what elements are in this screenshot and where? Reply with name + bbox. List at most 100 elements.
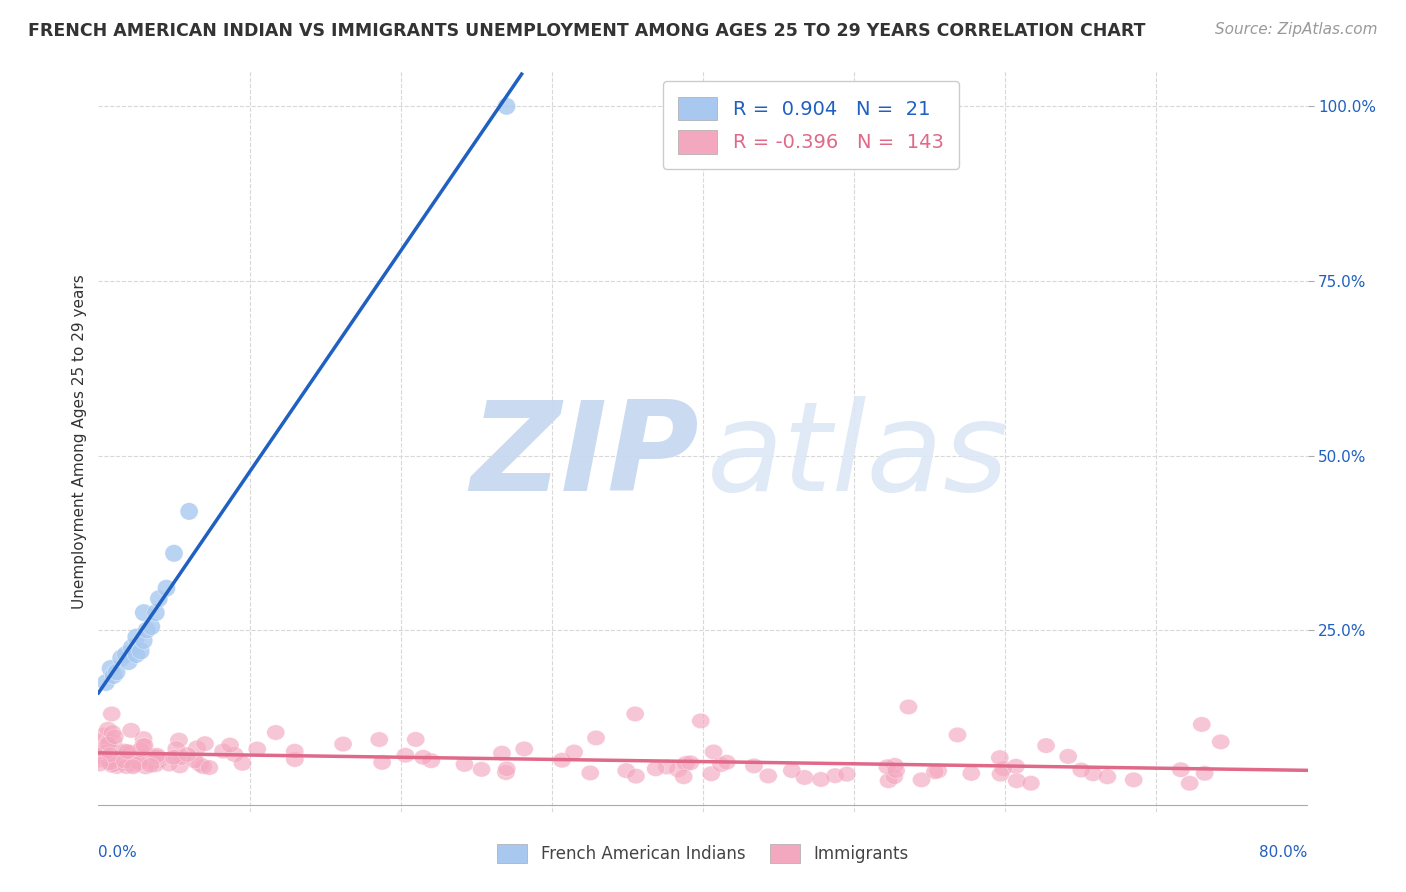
Ellipse shape (880, 773, 897, 789)
Ellipse shape (165, 749, 183, 765)
Ellipse shape (1171, 762, 1189, 778)
Ellipse shape (900, 699, 918, 714)
Ellipse shape (103, 706, 121, 722)
Ellipse shape (97, 673, 115, 691)
Ellipse shape (94, 727, 112, 742)
Ellipse shape (887, 763, 905, 779)
Ellipse shape (127, 757, 143, 772)
Ellipse shape (100, 737, 118, 752)
Ellipse shape (167, 749, 186, 765)
Ellipse shape (796, 770, 814, 785)
Ellipse shape (702, 766, 720, 781)
Ellipse shape (108, 759, 127, 774)
Ellipse shape (112, 748, 131, 764)
Ellipse shape (101, 742, 120, 757)
Ellipse shape (214, 743, 232, 759)
Ellipse shape (191, 756, 209, 772)
Ellipse shape (1007, 758, 1025, 774)
Ellipse shape (138, 622, 156, 639)
Ellipse shape (912, 772, 931, 788)
Ellipse shape (498, 97, 516, 115)
Ellipse shape (929, 764, 948, 779)
Ellipse shape (581, 765, 599, 780)
Ellipse shape (135, 604, 153, 622)
Ellipse shape (745, 758, 763, 773)
Ellipse shape (143, 755, 162, 770)
Ellipse shape (498, 761, 516, 777)
Ellipse shape (1181, 776, 1199, 791)
Ellipse shape (149, 753, 167, 768)
Ellipse shape (1008, 773, 1026, 789)
Ellipse shape (188, 740, 207, 756)
Ellipse shape (98, 722, 117, 737)
Ellipse shape (121, 745, 139, 760)
Ellipse shape (669, 762, 688, 778)
Ellipse shape (838, 766, 856, 782)
Ellipse shape (115, 744, 132, 760)
Ellipse shape (135, 632, 153, 649)
Ellipse shape (112, 756, 131, 771)
Ellipse shape (100, 751, 118, 766)
Ellipse shape (135, 738, 153, 753)
Ellipse shape (1059, 748, 1077, 764)
Ellipse shape (173, 750, 191, 765)
Ellipse shape (1212, 734, 1230, 749)
Ellipse shape (124, 754, 142, 769)
Ellipse shape (1195, 765, 1213, 781)
Ellipse shape (127, 646, 145, 664)
Ellipse shape (170, 732, 188, 747)
Ellipse shape (1192, 717, 1211, 732)
Ellipse shape (90, 753, 108, 768)
Ellipse shape (115, 743, 134, 759)
Ellipse shape (111, 748, 129, 764)
Text: Source: ZipAtlas.com: Source: ZipAtlas.com (1215, 22, 1378, 37)
Ellipse shape (101, 747, 120, 763)
Ellipse shape (496, 764, 515, 780)
Ellipse shape (93, 747, 111, 764)
Ellipse shape (136, 759, 155, 774)
Ellipse shape (879, 759, 897, 774)
Ellipse shape (658, 759, 676, 774)
Ellipse shape (132, 742, 150, 757)
Ellipse shape (886, 769, 903, 784)
Ellipse shape (285, 752, 304, 767)
Ellipse shape (759, 768, 778, 783)
Ellipse shape (194, 759, 212, 774)
Ellipse shape (494, 746, 510, 761)
Ellipse shape (104, 734, 122, 749)
Ellipse shape (107, 664, 125, 681)
Ellipse shape (396, 747, 415, 763)
Ellipse shape (1125, 772, 1143, 788)
Ellipse shape (135, 748, 153, 764)
Text: FRENCH AMERICAN INDIAN VS IMMIGRANTS UNEMPLOYMENT AMONG AGES 25 TO 29 YEARS CORR: FRENCH AMERICAN INDIAN VS IMMIGRANTS UNE… (28, 22, 1146, 40)
Ellipse shape (422, 753, 440, 768)
Ellipse shape (100, 754, 118, 769)
Ellipse shape (103, 725, 121, 740)
Ellipse shape (285, 744, 304, 759)
Ellipse shape (1022, 775, 1040, 791)
Ellipse shape (160, 756, 179, 772)
Ellipse shape (1073, 763, 1091, 778)
Ellipse shape (90, 734, 108, 749)
Ellipse shape (994, 761, 1012, 776)
Ellipse shape (142, 757, 160, 773)
Ellipse shape (195, 736, 214, 751)
Ellipse shape (112, 649, 131, 667)
Text: ZIP: ZIP (471, 396, 699, 516)
Ellipse shape (148, 749, 165, 764)
Ellipse shape (98, 736, 117, 751)
Ellipse shape (247, 741, 266, 756)
Ellipse shape (148, 747, 166, 763)
Ellipse shape (373, 755, 391, 770)
Ellipse shape (553, 753, 571, 768)
Ellipse shape (586, 731, 605, 746)
Ellipse shape (370, 731, 388, 747)
Ellipse shape (142, 748, 160, 764)
Ellipse shape (90, 756, 108, 772)
Ellipse shape (149, 750, 167, 765)
Text: atlas: atlas (707, 396, 1008, 516)
Ellipse shape (704, 744, 723, 760)
Ellipse shape (647, 761, 665, 776)
Ellipse shape (131, 756, 148, 771)
Ellipse shape (406, 731, 425, 747)
